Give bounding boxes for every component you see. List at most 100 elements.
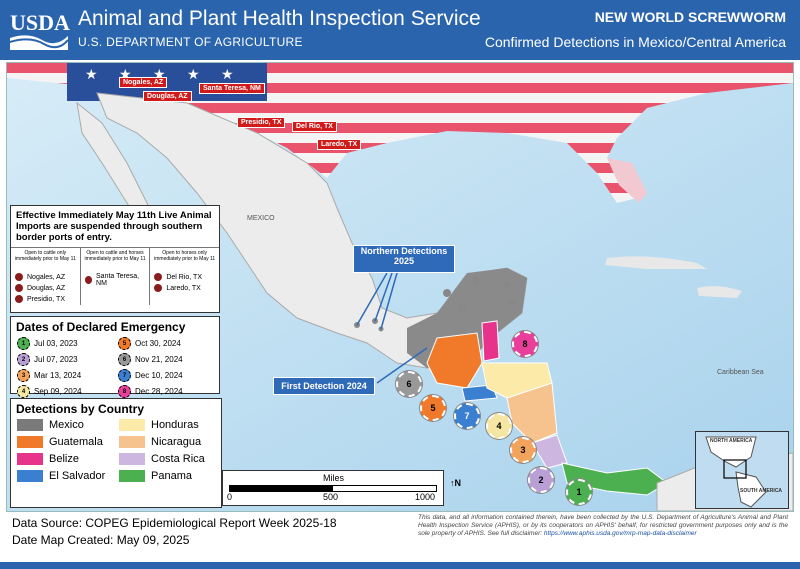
emergency-date-item: 8 Dec 28, 2024 xyxy=(118,385,219,398)
emergency-date: Nov 21, 2024 xyxy=(135,355,183,364)
bottom-rule xyxy=(0,562,800,569)
port-dot-icon xyxy=(15,284,23,292)
emergency-marker-6: 6 xyxy=(396,371,422,397)
color-swatch xyxy=(119,419,145,431)
usda-logo: USDA xyxy=(9,10,70,50)
footer: Data Source: COPEG Epidemiological Repor… xyxy=(0,512,800,569)
emergency-marker-4: 4 xyxy=(486,413,512,439)
country-name: Panama xyxy=(151,470,192,482)
port-label-del-rio: Del Rio, TX xyxy=(292,121,337,132)
scale-bar-graphic xyxy=(229,485,437,492)
port-item: Laredo, TX xyxy=(154,284,217,292)
port-item: Presidio, TX xyxy=(15,295,78,303)
cuba xyxy=(605,256,707,269)
port-name: Del Rio, TX xyxy=(166,273,203,281)
port-item: Douglas, AZ xyxy=(15,284,78,292)
disclaimer-text: This data, and all information contained… xyxy=(418,514,788,537)
scale-tick: 500 xyxy=(323,492,339,502)
scale-unit: Miles xyxy=(323,473,345,483)
port-dot-icon xyxy=(154,273,163,281)
disclaimer: This data, and all information contained… xyxy=(418,514,788,538)
north-arrow-icon: ↑N xyxy=(450,478,461,488)
star-badge-icon: 6 xyxy=(118,353,131,366)
port-label-presidio: Presidio, TX xyxy=(237,117,286,128)
map-subtitle: Confirmed Detections in Mexico/Central A… xyxy=(484,34,786,50)
color-swatch xyxy=(17,470,43,482)
port-dot-icon xyxy=(84,276,93,284)
notice-column-header: Open to cattle and horses immediately pr… xyxy=(84,250,146,262)
country-legend-item: Mexico xyxy=(17,419,119,431)
hispaniola xyxy=(697,286,742,298)
port-label-nogales: Nogales, AZ xyxy=(119,77,168,88)
port-name: Santa Teresa, NM xyxy=(96,273,140,287)
port-label-laredo: Laredo, TX xyxy=(317,139,362,150)
emergency-date: Dec 28, 2024 xyxy=(135,387,183,396)
first-detection-callout: First Detection 2024 xyxy=(273,377,375,395)
color-swatch xyxy=(119,453,145,465)
data-source: Data Source: COPEG Epidemiological Repor… xyxy=(12,516,337,530)
port-item: Nogales, AZ xyxy=(15,273,78,281)
country-legend-item: Guatemala xyxy=(17,436,119,448)
emergency-date: Jul 07, 2023 xyxy=(34,355,78,364)
star-badge-icon: 8 xyxy=(118,385,131,398)
emergency-date: Oct 30, 2024 xyxy=(135,339,181,348)
country-name: Mexico xyxy=(49,419,84,431)
port-item: Del Rio, TX xyxy=(154,273,217,281)
scale-tick: 1000 xyxy=(415,492,436,502)
port-dot-icon xyxy=(154,284,163,292)
disclaimer-link[interactable]: https://www.aphis.usda.gov/mrp-map-data-… xyxy=(543,530,697,537)
country-name: Guatemala xyxy=(49,436,103,448)
notice-column-cattle-horses: Open to cattle and horses immediately pr… xyxy=(81,248,151,305)
country-name: Costa Rica xyxy=(151,453,205,465)
map-title: NEW WORLD SCREWWORM xyxy=(594,9,786,25)
scale-bar: Miles 0 500 1000 xyxy=(222,470,444,506)
svg-text:★: ★ xyxy=(187,66,200,82)
port-dot-icon xyxy=(15,273,23,281)
mexico-place-label: MEXICO xyxy=(247,215,275,222)
star-badge-icon: 7 xyxy=(118,369,131,382)
emergency-marker-1: 1 xyxy=(566,479,592,505)
svg-text:★: ★ xyxy=(221,66,234,82)
country-legend-item: Panama xyxy=(119,470,221,482)
date-created: Date Map Created: May 09, 2025 xyxy=(12,533,190,547)
florida xyxy=(607,158,647,203)
north-label: N xyxy=(454,478,462,488)
star-badge-icon: 1 xyxy=(17,337,30,350)
country-legend-item: Nicaragua xyxy=(119,436,221,448)
emergency-marker-8: 8 xyxy=(512,331,538,357)
detections-by-country-legend: Detections by Country Mexico Honduras Gu… xyxy=(10,398,222,508)
emergency-date-item: 7 Dec 10, 2024 xyxy=(118,369,219,382)
usda-logo-text: USDA xyxy=(10,10,70,35)
nicaragua-area xyxy=(506,382,558,444)
country-name: El Salvador xyxy=(49,470,106,482)
emergency-marker-5: 5 xyxy=(420,395,446,421)
port-label-douglas: Douglas, AZ xyxy=(143,91,192,102)
port-dot-icon xyxy=(15,295,23,303)
color-swatch xyxy=(17,453,43,465)
color-swatch xyxy=(17,436,43,448)
port-name: Laredo, TX xyxy=(166,284,201,292)
emergency-date: Dec 10, 2024 xyxy=(135,371,183,380)
port-item: Santa Teresa, NM xyxy=(84,273,148,287)
star-badge-icon: 5 xyxy=(118,337,131,350)
country-legend-item: Costa Rica xyxy=(119,453,221,465)
notice-column-horses: Open to horses only immediately prior to… xyxy=(150,248,219,305)
svg-text:★: ★ xyxy=(85,66,98,82)
emergency-marker-2: 2 xyxy=(528,467,554,493)
emergency-marker-7: 7 xyxy=(454,403,480,429)
star-badge-icon: 4 xyxy=(17,385,30,398)
port-label-santa-teresa: Santa Teresa, NM xyxy=(199,83,265,94)
color-swatch xyxy=(119,470,145,482)
inset-north-label: NORTH AMERICA xyxy=(710,438,753,444)
department-name: U.S. DEPARTMENT OF AGRICULTURE xyxy=(78,35,303,49)
caribbean-place-label: Caribbean Sea xyxy=(717,369,764,376)
port-name: Presidio, TX xyxy=(27,295,65,303)
inset-south-label: SOUTH AMERICA xyxy=(740,488,783,494)
notice-column-header: Open to horses only immediately prior to… xyxy=(154,250,216,262)
star-badge-icon: 3 xyxy=(17,369,30,382)
emergency-date: Jul 03, 2023 xyxy=(34,339,78,348)
scale-tick: 0 xyxy=(227,492,233,502)
emergency-date-item: 3 Mar 13, 2024 xyxy=(17,369,118,382)
star-badge-icon: 2 xyxy=(17,353,30,366)
country-legend-item: Belize xyxy=(17,453,119,465)
